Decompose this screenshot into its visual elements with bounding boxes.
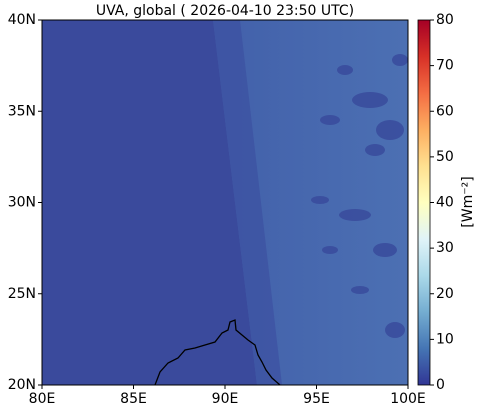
x-tick-label: 90E xyxy=(212,391,239,407)
colorbar-tick-label: 10 xyxy=(436,331,454,347)
colorbar-tick-label: 40 xyxy=(436,195,454,211)
colorbar-tick-label: 20 xyxy=(436,286,454,302)
x-tick-label: 80E xyxy=(29,391,56,407)
y-tick-label: 30N xyxy=(8,195,36,211)
colorbar xyxy=(417,19,431,386)
colorbar-tick-label: 50 xyxy=(436,149,454,165)
y-tick-label: 20N xyxy=(8,377,36,393)
colorbar-tick-label: 30 xyxy=(436,240,454,256)
colorbar-label: [Wm⁻²] xyxy=(460,176,476,227)
map-title: UVA, global ( 2026-04-10 23:50 UTC) xyxy=(96,3,354,19)
colorbar-tick-label: 0 xyxy=(436,377,445,393)
colorbar-tick-label: 70 xyxy=(436,58,454,74)
colorbar-tick-label: 80 xyxy=(436,12,454,28)
y-tick-label: 25N xyxy=(8,286,36,302)
x-tick-label: 95E xyxy=(303,391,330,407)
x-tick-label: 100E xyxy=(390,391,426,407)
map-field xyxy=(42,20,408,385)
y-tick-label: 40N xyxy=(8,12,36,28)
colorbar-tick-label: 60 xyxy=(436,103,454,119)
x-tick-label: 85E xyxy=(120,391,147,407)
y-tick-label: 35N xyxy=(8,103,36,119)
